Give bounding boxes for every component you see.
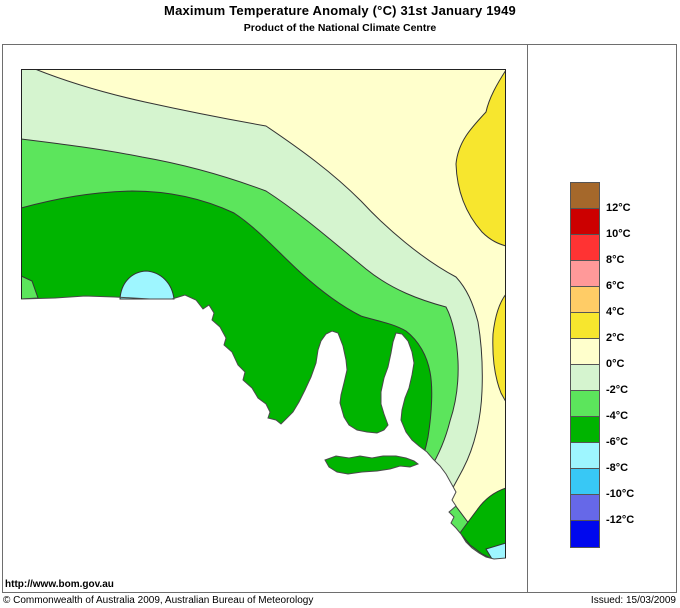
legend-swatch [571,443,599,469]
ocean [21,295,506,583]
legend-label: 2°C [606,332,625,344]
legend-label: -10°C [606,488,635,500]
legend-label: -12°C [606,514,635,526]
legend-label: 6°C [606,280,625,292]
legend-label: 12°C [606,202,631,214]
legend-swatch [571,209,599,235]
footer-url: http://www.bom.gov.au [5,579,114,590]
legend-swatch [571,261,599,287]
legend-swatch [571,495,599,521]
legend-label: -6°C [606,436,629,448]
legend-label: 4°C [606,306,625,318]
legend-label: 10°C [606,228,631,240]
legend-label: 0°C [606,358,625,370]
legend-swatch [571,365,599,391]
legend-label: -4°C [606,410,629,422]
legend-swatch [571,391,599,417]
legend-swatch [571,417,599,443]
kangaroo-island [324,455,420,475]
page-title: Maximum Temperature Anomaly (°C) 31st Ja… [164,3,516,18]
region-se-cyan [485,542,506,560]
legend-swatch [571,183,599,209]
coastline [21,294,506,560]
legend-swatch [571,339,599,365]
outer-frame [2,44,677,593]
issued-date: Issued: 15/03/2009 [590,595,676,606]
legend-label: -2°C [606,384,629,396]
legend-swatch [571,235,599,261]
region-west-cyan-blob [119,270,175,300]
legend-label: 8°C [606,254,625,266]
region-se-pocket [459,487,506,560]
region-2-to-4-upper [455,69,506,247]
legend-swatch [571,287,599,313]
legend-swatch [571,469,599,495]
legend-swatch [571,313,599,339]
page-subtitle: Product of the National Climate Centre [243,22,437,34]
legend-label: -8°C [606,462,629,474]
region-2-to-4-lower [492,293,506,404]
map-frame [21,69,506,558]
legend-swatch [571,521,599,547]
map-legend-divider [527,44,528,592]
legend-color-scale [570,182,600,548]
footer-copyright: © Commonwealth of Australia 2009, Austra… [3,595,314,606]
